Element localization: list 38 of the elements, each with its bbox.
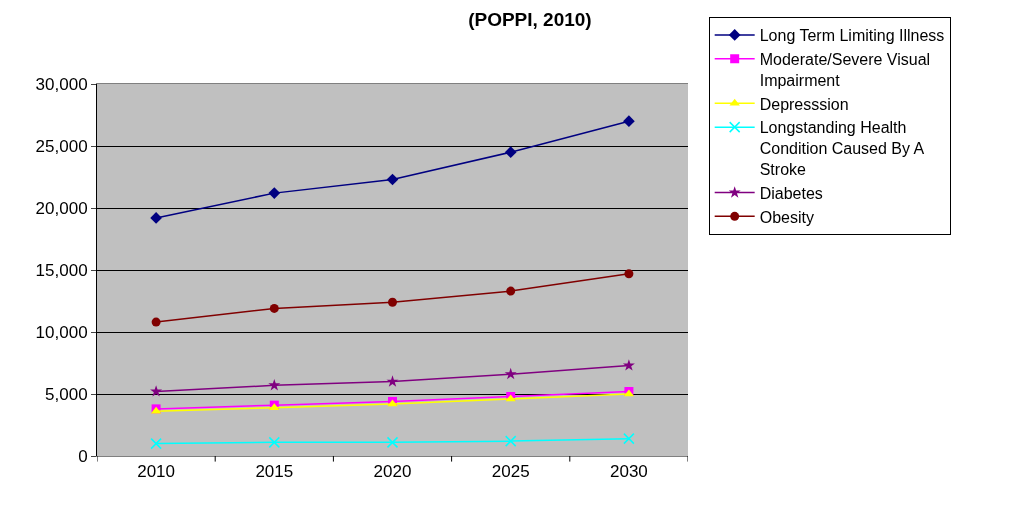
x-tick-label: 2030 [609,462,648,482]
y-tick-label: 15,000 [35,260,88,280]
point [388,297,397,307]
x-tick-label: 2010 [137,462,176,482]
y-tick-label: 30,000 [35,74,88,94]
point [268,187,281,199]
point [624,269,634,279]
legend-label: Longstanding Health Condition Caused By A Stroke [759,119,925,178]
point [506,286,516,296]
point [504,435,517,447]
chart-title: (POPPI, 2010) [468,9,592,31]
legend-label: Diabetes [759,184,823,202]
point [623,432,635,445]
y-tick-label: 10,000 [35,322,88,342]
point [386,436,399,449]
point [504,146,517,159]
point [268,379,281,391]
point [150,437,162,450]
point [151,317,161,327]
point [269,303,279,313]
legend-label: Obesity [759,208,814,226]
legend-label: Long Term Limiting Illness [759,27,945,45]
y-tick-label: 0 [78,446,88,466]
x-tick-label: 2015 [255,462,294,482]
point [504,367,517,380]
point [150,212,162,224]
x-tick-label: 2025 [491,462,530,482]
legend-label: Moderate/Severe Visual Impairment [759,50,931,89]
y-tick-label: 20,000 [35,198,88,218]
point [268,436,281,449]
x-tick-label: 2020 [373,462,412,482]
legend-label: Depresssion [759,95,849,113]
point [386,173,399,186]
y-tick-label: 5,000 [45,384,88,404]
point [623,115,635,128]
point [386,375,399,387]
point [622,359,635,371]
y-tick-label: 25,000 [35,136,88,156]
